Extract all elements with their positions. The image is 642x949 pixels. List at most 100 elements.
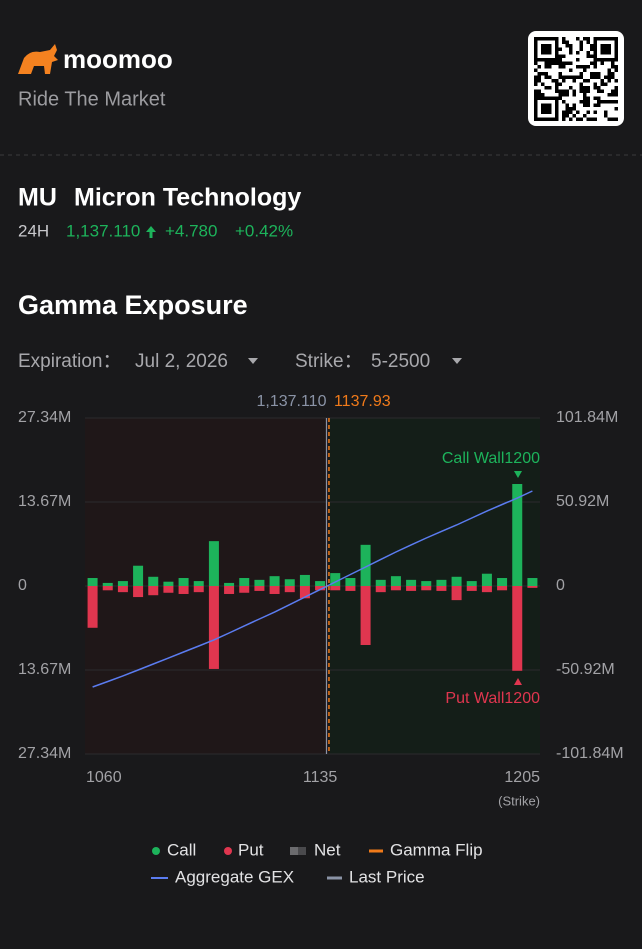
- company-name: Micron Technology: [74, 184, 301, 212]
- qr-module: [576, 110, 580, 114]
- qr-module: [593, 96, 597, 100]
- qr-module: [593, 82, 597, 86]
- bar: [512, 483, 523, 586]
- filter-value[interactable]: Jul 2, 2026: [135, 351, 228, 372]
- y2-tick-label: -101.84M: [556, 745, 624, 762]
- qr-module: [537, 89, 541, 93]
- bar: [451, 586, 462, 601]
- qr-module: [579, 47, 583, 51]
- qr-module: [555, 86, 559, 90]
- legend-label: Aggregate GEX: [175, 867, 294, 886]
- qr-module: [555, 89, 559, 93]
- qr-module: [562, 100, 566, 104]
- qr-module: [579, 44, 583, 48]
- bar: [345, 578, 356, 586]
- qr-module: [600, 89, 604, 93]
- bar: [102, 582, 113, 586]
- legend-item[interactable]: Net: [290, 840, 341, 859]
- bar: [481, 586, 492, 593]
- qr-module: [572, 103, 576, 107]
- qr-module: [611, 93, 615, 97]
- qr-module: [548, 65, 552, 69]
- qr-module: [593, 86, 597, 90]
- bar: [208, 541, 219, 586]
- qr-module: [558, 47, 562, 51]
- qr-module: [583, 96, 587, 100]
- qr-module: [537, 65, 541, 69]
- qr-module: [607, 68, 611, 72]
- qr-module: [562, 110, 566, 114]
- qr-module: [604, 75, 608, 79]
- qr-module: [569, 61, 573, 65]
- qr-module: [579, 75, 583, 79]
- qr-module: [569, 47, 573, 51]
- qr-module: [614, 86, 618, 90]
- qr-module: [544, 86, 548, 90]
- bar: [360, 586, 371, 645]
- qr-module: [586, 54, 590, 58]
- bar: [421, 581, 432, 586]
- symbol: MU: [18, 184, 57, 212]
- bar: [527, 578, 538, 586]
- qr-module: [590, 117, 594, 121]
- bar: [178, 578, 189, 586]
- qr-module: [583, 79, 587, 83]
- call-wall-label: Call Wall1200: [442, 450, 540, 467]
- qr-module: [593, 103, 597, 107]
- bar: [208, 586, 219, 669]
- qr-module: [541, 82, 545, 86]
- legend-label: Last Price: [349, 867, 425, 886]
- qr-module: [551, 61, 555, 65]
- qr-module: [534, 93, 538, 97]
- legend-item[interactable]: Put: [224, 840, 264, 859]
- legend-label: Net: [314, 840, 341, 859]
- qr-finder: [541, 103, 552, 114]
- qr-module: [562, 54, 566, 58]
- filter-label: Expiration：: [18, 351, 122, 372]
- qr-module: [600, 82, 604, 86]
- qr-module: [593, 72, 597, 76]
- qr-module: [544, 61, 548, 65]
- qr-module: [583, 65, 587, 69]
- legend-item[interactable]: Gamma Flip: [369, 840, 483, 859]
- qr-module: [586, 89, 590, 93]
- qr-module: [569, 75, 573, 79]
- bar: [406, 579, 417, 586]
- qr-module: [565, 44, 569, 48]
- y-tick-label: 27.34M: [18, 745, 71, 762]
- qr-module: [579, 65, 583, 69]
- qr-module: [579, 86, 583, 90]
- y-tick-label: 27.34M: [18, 409, 71, 426]
- bar: [375, 586, 386, 593]
- gamma-flip-label: 1137.93: [334, 393, 391, 410]
- qr-module: [544, 72, 548, 76]
- qr-module: [569, 107, 573, 111]
- bar: [239, 586, 250, 593]
- qr-module: [558, 65, 562, 69]
- y2-tick-label: -50.92M: [556, 661, 615, 678]
- qr-module: [586, 117, 590, 121]
- bar: [269, 576, 280, 586]
- qr-module: [583, 86, 587, 90]
- call-wall-marker: [514, 471, 522, 478]
- filter-value[interactable]: 5-2500: [371, 351, 430, 372]
- legend-item[interactable]: Last Price: [327, 867, 425, 886]
- qr-module: [562, 65, 566, 69]
- qr-module: [548, 75, 552, 79]
- bar: [360, 544, 371, 586]
- qr-module: [590, 61, 594, 65]
- qr-module: [600, 61, 604, 65]
- bar: [254, 579, 265, 586]
- up-arrow: [146, 226, 156, 238]
- expiration-filter[interactable]: Expiration： Jul 2, 2026: [18, 351, 258, 372]
- qr-module: [611, 100, 615, 104]
- qr-finder: [600, 44, 611, 55]
- legend-item[interactable]: Call: [152, 840, 196, 859]
- qr-module: [614, 107, 618, 111]
- qr-module: [590, 75, 594, 79]
- qr-module: [614, 89, 618, 93]
- strike-filter[interactable]: Strike： 5-2500: [295, 351, 462, 372]
- legend-item[interactable]: Aggregate GEX: [151, 867, 294, 886]
- bar: [299, 586, 310, 599]
- bar: [284, 586, 295, 593]
